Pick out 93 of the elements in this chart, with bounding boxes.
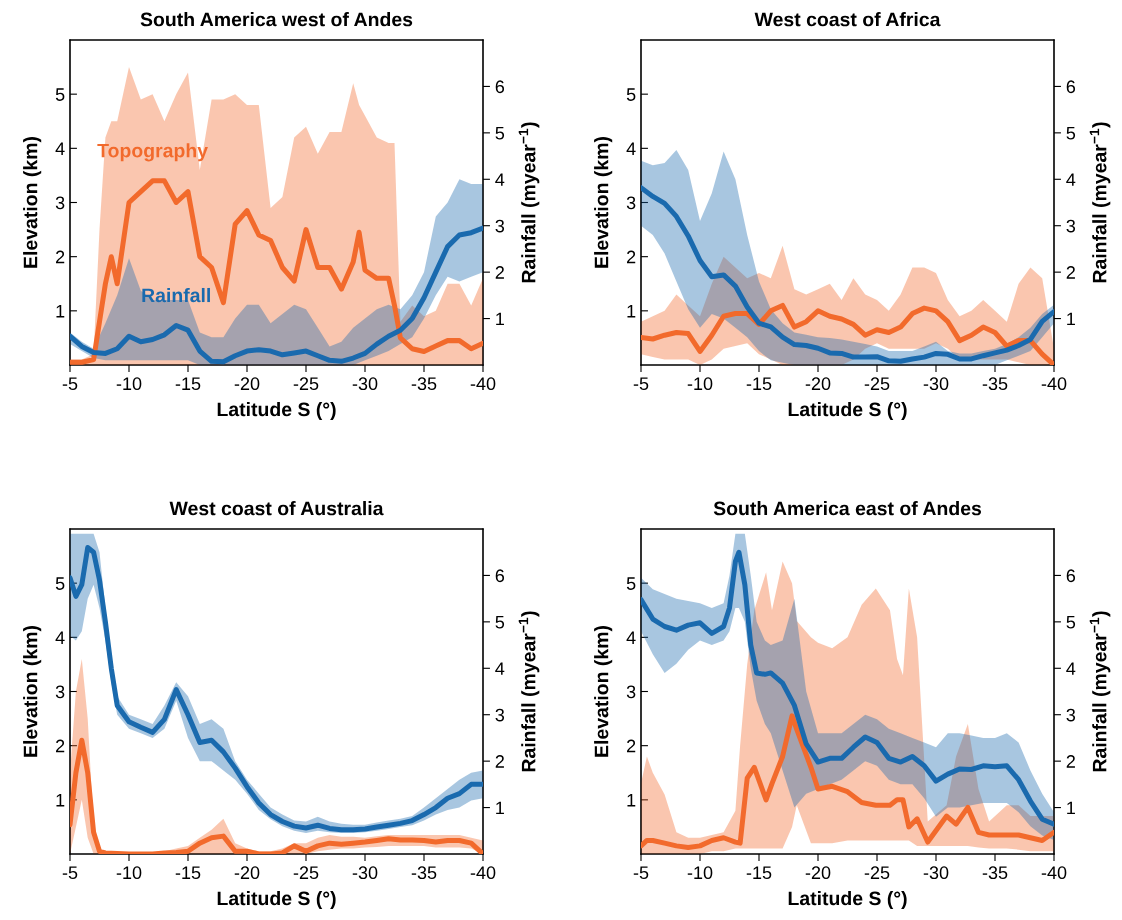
x-tick-label: -35 [411, 377, 437, 391]
x-tick-label: -35 [411, 866, 437, 880]
y-tick-label: 5 [626, 577, 636, 590]
y2-axis-title: Rainfall (myear$^{−1}$) [518, 611, 540, 772]
chart-title: South America west of Andes [140, 12, 413, 27]
y2-tick-label: 4 [1066, 662, 1076, 675]
y-tick-label: 3 [55, 196, 65, 210]
x-tick-label: -10 [116, 377, 142, 391]
y2-tick-label: 5 [1066, 126, 1076, 140]
y-tick-label: 3 [626, 685, 636, 699]
y2-tick-label: 4 [495, 173, 505, 186]
y2-axis-title: Rainfall (myear$^{−1}$) [518, 122, 540, 283]
y2-tick-label: 3 [495, 219, 505, 233]
y2-tick-label: 5 [1066, 615, 1076, 629]
x-tick-label: -20 [234, 377, 260, 391]
y-axis-title: Elevation (km) [594, 626, 613, 757]
x-tick-label: -25 [293, 866, 319, 880]
x-tick-label: -25 [864, 866, 890, 880]
y-tick-label: 2 [627, 739, 636, 753]
x-tick-label: -15 [175, 866, 201, 880]
y2-tick-label: 2 [1066, 755, 1075, 768]
x-tick-label: -20 [234, 866, 260, 880]
x-axis-title: Latitude S (°) [217, 890, 336, 910]
y-axis-title: Elevation (km) [594, 137, 613, 268]
x-tick-label: -5 [633, 377, 649, 391]
x-tick-label: -25 [293, 377, 319, 391]
chart-title: West coast of Australia [169, 501, 384, 516]
x-tick-label: -40 [1041, 377, 1067, 391]
x-tick-label: -10 [116, 866, 142, 880]
x-axis-title: Latitude S (°) [788, 890, 907, 910]
y2-tick-label: 3 [1066, 708, 1076, 722]
chart-title: West coast of Africa [754, 12, 941, 27]
y2-tick-label: 1 [496, 801, 504, 815]
x-tick-label: -20 [805, 866, 831, 880]
x-tick-label: -15 [746, 866, 772, 880]
y2-tick-label: 3 [495, 708, 505, 722]
x-tick-label: -40 [1041, 866, 1067, 880]
y2-axis-title: Rainfall (myear$^{−1}$) [1089, 611, 1111, 772]
y2-tick-label: 1 [1067, 801, 1075, 815]
y-tick-label: 1 [627, 304, 636, 318]
y2-tick-label: 2 [495, 755, 504, 768]
x-tick-label: -35 [982, 866, 1008, 880]
x-tick-label: -20 [805, 377, 831, 391]
x-tick-label: -15 [175, 377, 201, 391]
y2-axis-title: Rainfall (myear$^{−1}$) [1089, 122, 1111, 283]
series-label: Rainfall [142, 287, 210, 303]
y2-tick-label: 6 [495, 80, 505, 94]
y-tick-label: 3 [626, 196, 636, 210]
y-tick-label: 5 [55, 88, 65, 101]
y-tick-label: 4 [626, 631, 636, 644]
y-tick-label: 5 [626, 88, 636, 101]
y2-tick-label: 6 [1066, 569, 1076, 583]
y2-tick-label: 4 [1066, 173, 1076, 186]
x-tick-label: -30 [352, 866, 378, 880]
y2-tick-label: 5 [495, 615, 505, 629]
x-tick-label: -10 [687, 866, 713, 880]
y-tick-label: 2 [56, 739, 65, 753]
x-tick-label: -35 [982, 377, 1008, 391]
x-tick-label: -5 [62, 866, 78, 880]
x-tick-label: -5 [62, 377, 78, 391]
y-tick-label: 2 [56, 250, 65, 264]
x-tick-label: -40 [470, 866, 496, 880]
x-tick-label: -5 [633, 866, 649, 880]
y2-tick-label: 6 [495, 569, 505, 583]
y-axis-title: Elevation (km) [23, 626, 42, 757]
y-tick-label: 2 [627, 250, 636, 264]
y-tick-label: 1 [627, 793, 636, 807]
y-tick-label: 1 [56, 304, 65, 318]
y2-tick-label: 6 [1066, 80, 1076, 94]
x-tick-label: -30 [352, 377, 378, 391]
y-tick-label: 5 [55, 577, 65, 590]
y-axis-title: Elevation (km) [23, 137, 42, 268]
x-axis-title: Latitude S (°) [217, 401, 336, 421]
y2-tick-label: 1 [496, 312, 504, 326]
x-tick-label: -15 [746, 377, 772, 391]
x-axis-title: Latitude S (°) [788, 401, 907, 421]
y-tick-label: 1 [56, 793, 65, 807]
y-tick-label: 3 [55, 685, 65, 699]
x-tick-label: -25 [864, 377, 890, 391]
y2-tick-label: 2 [495, 266, 504, 279]
x-tick-label: -30 [923, 866, 949, 880]
y2-tick-label: 2 [1066, 266, 1075, 279]
x-tick-label: -10 [687, 377, 713, 391]
x-tick-label: -40 [470, 377, 496, 391]
y2-tick-label: 1 [1067, 312, 1075, 326]
y2-tick-label: 4 [495, 662, 505, 675]
y-tick-label: 4 [55, 631, 65, 644]
y2-tick-label: 3 [1066, 219, 1076, 233]
y-tick-label: 4 [55, 142, 65, 155]
x-tick-label: -30 [923, 377, 949, 391]
y-tick-label: 4 [626, 142, 636, 155]
y2-tick-label: 5 [495, 126, 505, 140]
chart-title: South America east of Andes [713, 501, 982, 516]
